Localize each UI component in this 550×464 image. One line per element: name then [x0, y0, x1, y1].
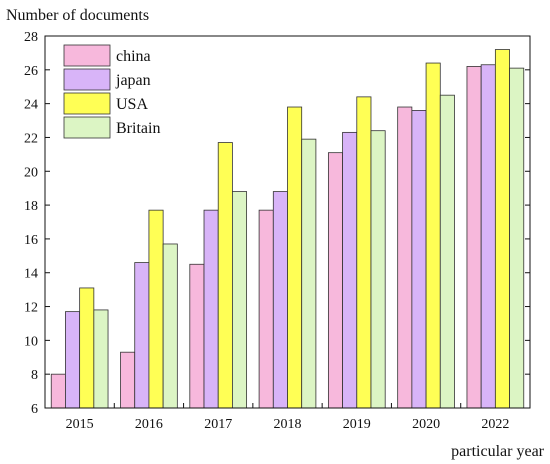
x-axis-title: particular year [451, 443, 545, 460]
bar-britain-2019 [370, 130, 386, 409]
bar-japan-2022 [480, 64, 496, 409]
legend-label-japan: japan [115, 72, 151, 89]
bar-china-2019 [327, 152, 343, 409]
x-tick-label: 2017 [204, 417, 232, 432]
x-tick-label: 2019 [343, 417, 371, 432]
bar-usa-2019 [356, 96, 372, 409]
y-tick-label: 12 [24, 301, 38, 316]
x-tick-label: 2016 [135, 417, 163, 432]
bar-china-2022 [466, 66, 482, 409]
y-tick-label: 24 [24, 98, 38, 113]
bar-japan-2020 [411, 110, 427, 409]
x-tick-label: 2018 [274, 417, 302, 432]
y-tick-label: 22 [24, 131, 38, 146]
bar-britain-2022 [509, 67, 525, 409]
bar-china-2018 [258, 209, 274, 409]
bar-britain-2020 [439, 94, 455, 409]
bar-china-2020 [397, 106, 413, 409]
legend-swatch-usa [63, 92, 111, 115]
bar-japan-2015 [65, 311, 81, 409]
x-tick-label: 2015 [66, 417, 94, 432]
bar-japan-2017 [203, 209, 219, 409]
y-tick-label: 18 [24, 199, 38, 214]
bar-britain-2018 [301, 138, 317, 409]
x-tick-label: 2022 [481, 417, 509, 432]
y-tick-label: 10 [24, 334, 38, 349]
y-tick-label: 6 [31, 402, 38, 417]
bar-usa-2015 [79, 287, 95, 409]
legend-swatch-china [63, 44, 111, 67]
legend: china japan USA Britain [63, 44, 160, 139]
legend-swatch-japan [63, 68, 111, 91]
plot-frame [44, 35, 531, 409]
bar-japan-2018 [272, 191, 288, 409]
bar-usa-2020 [425, 62, 441, 409]
bar-britain-2017 [232, 191, 248, 409]
bar-china-2016 [120, 351, 136, 409]
bar-japan-2019 [342, 131, 358, 409]
y-tick-label: 14 [24, 267, 38, 282]
legend-label-usa: USA [116, 96, 148, 113]
y-tick-label: 26 [24, 64, 38, 79]
y-axis-title: Number of documents [6, 7, 149, 24]
bar-china-2015 [50, 373, 66, 409]
y-tick-label: 20 [24, 165, 38, 180]
y-tick-label: 16 [24, 233, 38, 248]
x-tick-label: 2020 [412, 417, 440, 432]
bar-usa-2016 [148, 209, 164, 409]
legend-label-china: china [116, 48, 151, 65]
bar-japan-2016 [134, 262, 150, 409]
y-tick-label: 8 [31, 368, 38, 383]
bar-usa-2022 [494, 49, 510, 409]
legend-label-britain: Britain [116, 120, 160, 137]
bars-group [50, 49, 525, 409]
bar-usa-2017 [217, 142, 233, 409]
bar-china-2017 [189, 263, 205, 409]
legend-swatch-britain [63, 116, 111, 139]
bar-britain-2015 [93, 309, 109, 409]
bar-britain-2016 [162, 243, 178, 409]
y-tick-label: 28 [24, 30, 38, 45]
bar-usa-2018 [287, 106, 303, 409]
